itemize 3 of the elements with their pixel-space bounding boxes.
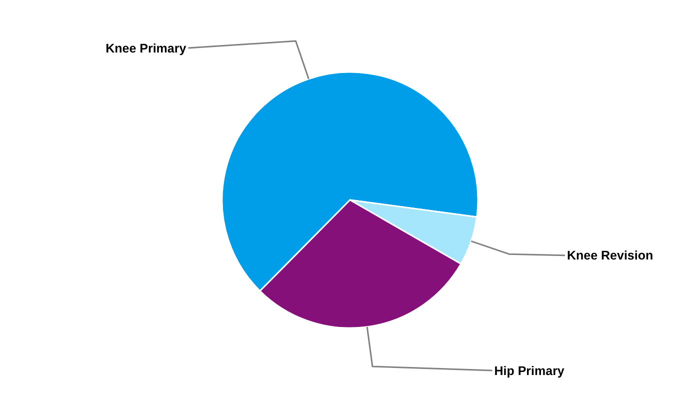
slice-label: Knee Revision: [566, 248, 654, 263]
slice-label: Hip Primary: [494, 364, 564, 378]
slice-label: Knee Primary: [106, 41, 186, 56]
